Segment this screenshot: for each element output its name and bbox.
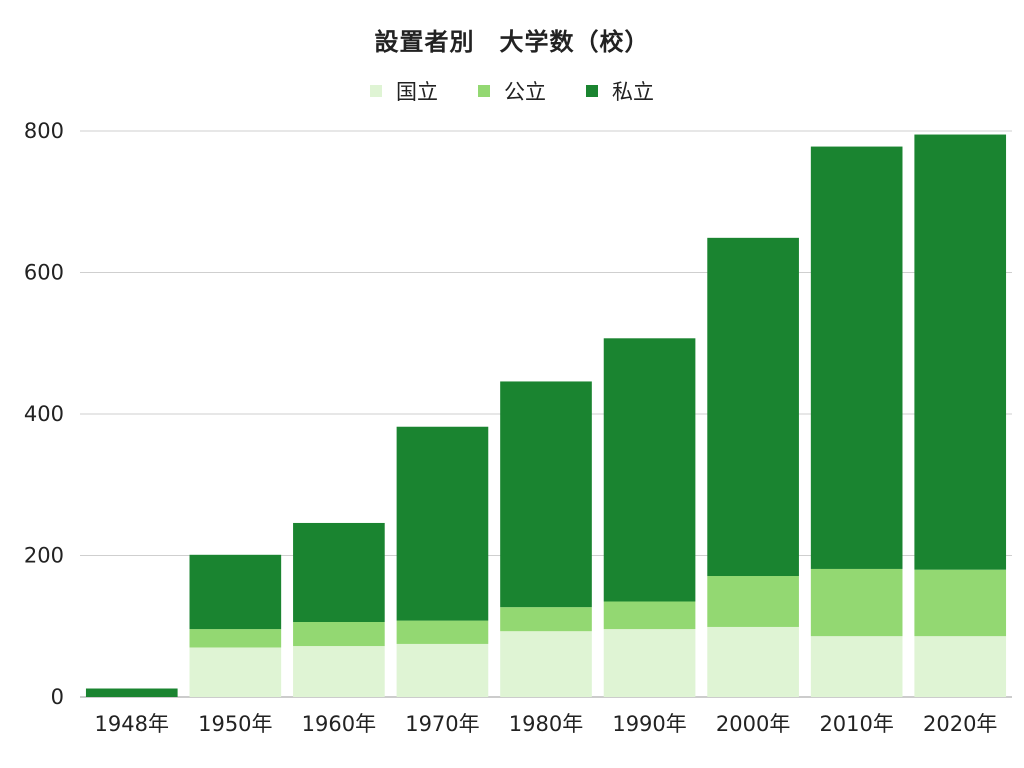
bar-segment — [603, 601, 696, 630]
bar-segment — [189, 554, 282, 630]
bar-segment — [396, 620, 489, 644]
bar-segment — [189, 629, 282, 648]
bar-segment — [500, 607, 592, 632]
bar-segment — [500, 631, 592, 697]
y-tick-label: 400 — [24, 402, 64, 426]
bar-segment — [914, 636, 1007, 697]
bar-segment — [914, 569, 1007, 637]
bar-segment — [707, 576, 799, 627]
bar-segment — [189, 647, 282, 697]
y-tick-label: 0 — [51, 685, 64, 709]
chart-title: 設置者別 大学数（校） — [374, 28, 650, 56]
legend-swatch-kouritsu — [478, 85, 490, 97]
bar-segment — [396, 643, 489, 697]
legend-swatch-shiritsu — [586, 85, 598, 97]
legend-label-shiritsu: 私立 — [612, 80, 654, 104]
legend-label-kouritsu: 公立 — [504, 80, 546, 104]
bar-segment — [810, 146, 903, 569]
bar-segment — [810, 636, 903, 697]
x-tick-label: 1950年 — [198, 712, 272, 736]
legend-item-shiritsu: 私立 — [586, 76, 654, 106]
bar-segment — [707, 237, 799, 577]
y-tick-label: 800 — [24, 119, 64, 143]
bar-segment — [293, 622, 385, 647]
bar-segment — [293, 522, 385, 623]
bar-segment — [707, 626, 799, 697]
x-tick-label: 2000年 — [716, 712, 790, 736]
x-tick-label: 1948年 — [95, 712, 169, 736]
legend-item-kouritsu: 公立 — [478, 76, 546, 106]
bar-segment — [810, 568, 903, 637]
x-tick-label: 1990年 — [612, 712, 686, 736]
bar-segment — [603, 629, 696, 697]
bar-segment — [396, 426, 489, 621]
x-tick-label: 2020年 — [923, 712, 997, 736]
y-tick-label: 600 — [24, 261, 64, 285]
bar-segment — [603, 338, 696, 602]
legend-item-kokuritsu: 国立 — [370, 76, 438, 106]
x-tick-label: 1970年 — [405, 712, 479, 736]
x-tick-label: 1980年 — [509, 712, 583, 736]
x-tick-label: 2010年 — [819, 712, 893, 736]
bar-segment — [293, 646, 385, 697]
x-tick-label: 1960年 — [302, 712, 376, 736]
legend-swatch-kokuritsu — [370, 85, 382, 97]
bar-segment — [914, 134, 1007, 570]
legend-label-kokuritsu: 国立 — [396, 80, 438, 104]
y-tick-label: 200 — [24, 544, 64, 568]
bar-segment — [85, 688, 178, 697]
legend: 国立 公立 私立 — [0, 76, 1024, 106]
bar-segment — [500, 381, 592, 608]
